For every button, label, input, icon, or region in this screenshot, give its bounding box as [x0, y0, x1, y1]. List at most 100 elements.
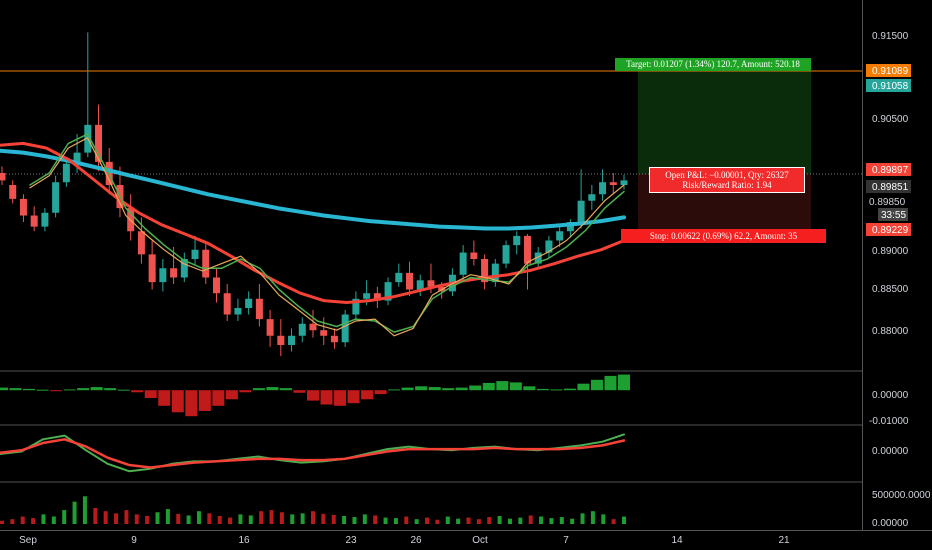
volume-bar	[290, 514, 295, 524]
histogram-bar	[158, 390, 171, 406]
open-pnl-box[interactable]: Open P&L: −0.00001, Qty: 26327 Risk/Rewa…	[649, 167, 805, 193]
volume-bars	[0, 496, 626, 524]
candle-body	[609, 182, 617, 185]
candle-body	[309, 323, 317, 331]
candle-body	[341, 314, 349, 343]
candle-body	[9, 185, 17, 199]
candle-body	[180, 259, 188, 278]
histogram-bar	[563, 388, 576, 391]
candle-body	[30, 215, 38, 227]
candle-body	[384, 282, 392, 301]
histogram-bar	[239, 390, 252, 393]
candle-body	[202, 249, 210, 278]
time-tick: Oct	[472, 535, 488, 546]
histogram-bar	[225, 390, 238, 400]
histogram-bar	[482, 382, 495, 391]
histogram-bar	[347, 390, 360, 404]
candle-body	[288, 335, 296, 346]
macd-tick-zero: 0.00000	[872, 446, 909, 457]
target-zone[interactable]	[638, 71, 811, 174]
volume-bar	[456, 518, 461, 524]
volume-bar	[435, 519, 440, 524]
volume-bar	[518, 517, 523, 524]
time-tick: 7	[563, 535, 569, 546]
time-tick: Sep	[19, 535, 37, 546]
candle-body	[19, 198, 27, 216]
target-label-box[interactable]: Target: 0.01207 (1.34%) 120.7, Amount: 5…	[615, 58, 811, 71]
volume-bar	[207, 513, 212, 524]
volume-bar	[72, 501, 77, 524]
volume-bar	[82, 496, 87, 524]
stop-price-tag[interactable]	[866, 223, 911, 236]
price-axis[interactable]: 0.91500 0.90500 0.89000 0.88500 0.88000	[872, 31, 909, 337]
volume-bar	[601, 514, 606, 524]
candle-body	[566, 222, 574, 232]
histogram-bar	[279, 388, 292, 391]
target-price-tag[interactable]	[866, 64, 911, 77]
price-tick: 0.91500	[872, 31, 909, 42]
histogram-bar	[90, 387, 103, 391]
candle-body	[352, 298, 360, 315]
current-price-tag[interactable]	[866, 163, 911, 176]
ma-fast-line	[29, 133, 625, 333]
histogram-bar	[212, 390, 225, 406]
candle-body	[577, 200, 585, 222]
candle-body	[481, 259, 489, 283]
candle-body	[502, 245, 510, 264]
candle-body	[73, 152, 81, 164]
candle-body	[159, 268, 167, 283]
stop-label-box[interactable]: Stop: 0.00622 (0.69%) 62.2, Amount: 35	[621, 229, 826, 243]
candle-body	[373, 293, 381, 301]
volume-bar	[352, 517, 357, 524]
volume-bar	[425, 517, 430, 524]
time-tick: 21	[778, 535, 790, 546]
time-tick: 23	[345, 535, 357, 546]
volume-bar	[145, 516, 150, 524]
histogram-bar	[334, 390, 347, 406]
upper-price-tag[interactable]	[866, 79, 911, 92]
candle-body	[223, 293, 231, 315]
volume-bar	[176, 513, 181, 524]
volume-bar	[497, 516, 502, 524]
histogram-bar	[618, 374, 630, 391]
candle-body	[513, 235, 521, 246]
candle-body	[234, 308, 242, 315]
candle-body	[545, 240, 553, 253]
volume-bar	[393, 518, 398, 524]
volume-tick-high: 500000.0000	[872, 490, 931, 501]
macd-lines	[0, 433, 626, 473]
histogram-bar	[252, 388, 265, 391]
time-axis[interactable]: Sep 9 16 23 26 Oct 7 14 21	[19, 535, 790, 546]
oscillator-histogram	[0, 374, 630, 417]
histogram-bar	[320, 390, 333, 405]
upper-price-tag-label: 0.91058	[872, 81, 909, 92]
volume-bar	[342, 516, 347, 524]
histogram-bar	[577, 383, 590, 391]
volume-bar	[269, 510, 274, 524]
volume-bar	[476, 519, 481, 524]
histogram-bar	[198, 390, 211, 411]
entry-price-tag-label: 0.89851	[872, 182, 909, 193]
indicator-axis[interactable]: 0.00000 -0.01000 0.00000 500000.0000 0.0…	[869, 390, 931, 529]
volume-bar	[155, 512, 160, 524]
countdown-label: 33:55	[881, 210, 906, 221]
volume-bar	[114, 513, 119, 524]
entry-price-tag[interactable]	[866, 180, 911, 193]
candle-body	[0, 172, 6, 181]
current-price-tag-label: 0.89897	[872, 165, 909, 176]
price-level-label: 0.89850	[869, 197, 906, 208]
volume-bar	[196, 511, 201, 524]
histogram-bar	[0, 387, 8, 391]
volume-bar	[373, 515, 378, 524]
candle-body	[95, 124, 103, 162]
candle-body	[277, 335, 285, 346]
histogram-bar	[144, 390, 157, 398]
candle-body	[62, 163, 70, 183]
moving-averages	[0, 133, 626, 337]
volume-bar	[528, 515, 533, 524]
volume-bar	[51, 516, 56, 524]
volume-bar	[259, 511, 264, 524]
histogram-bar	[36, 389, 49, 391]
volume-bar	[362, 514, 367, 524]
